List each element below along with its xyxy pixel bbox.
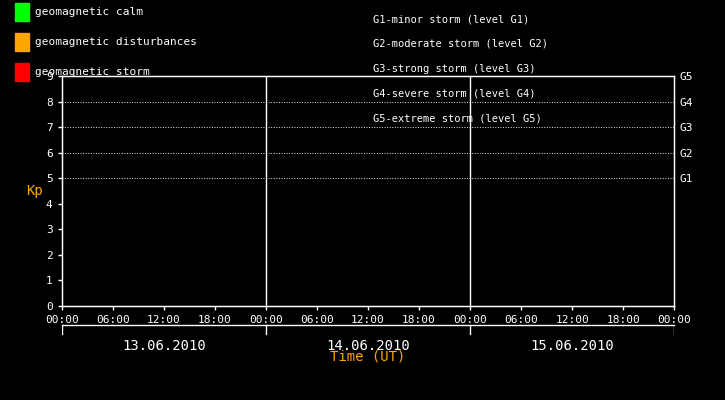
Text: Time (UT): Time (UT) [331, 349, 405, 363]
Text: geomagnetic calm: geomagnetic calm [35, 7, 143, 17]
Text: 13.06.2010: 13.06.2010 [122, 339, 206, 353]
Text: geomagnetic disturbances: geomagnetic disturbances [35, 37, 196, 47]
Text: G1-minor storm (level G1): G1-minor storm (level G1) [373, 14, 530, 24]
Text: 14.06.2010: 14.06.2010 [326, 339, 410, 353]
Text: G5-extreme storm (level G5): G5-extreme storm (level G5) [373, 113, 542, 123]
Text: G2-moderate storm (level G2): G2-moderate storm (level G2) [373, 39, 548, 49]
Text: G4-severe storm (level G4): G4-severe storm (level G4) [373, 88, 536, 98]
Text: G3-strong storm (level G3): G3-strong storm (level G3) [373, 64, 536, 74]
Text: geomagnetic storm: geomagnetic storm [35, 67, 149, 77]
Y-axis label: Kp: Kp [26, 184, 43, 198]
Text: 15.06.2010: 15.06.2010 [530, 339, 614, 353]
